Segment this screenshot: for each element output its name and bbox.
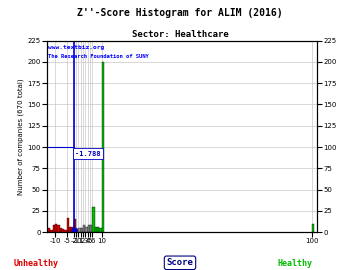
- Bar: [95, 227, 97, 232]
- Bar: [85, 227, 88, 232]
- Bar: [62, 229, 64, 232]
- Bar: [97, 227, 99, 232]
- Bar: [50, 230, 53, 232]
- Y-axis label: Number of companies (670 total): Number of companies (670 total): [18, 78, 24, 195]
- Text: -1.788: -1.788: [75, 150, 100, 157]
- Bar: [48, 228, 50, 232]
- Text: The Research Foundation of SUNY: The Research Foundation of SUNY: [48, 54, 148, 59]
- Bar: [90, 225, 93, 232]
- Bar: [69, 227, 71, 232]
- Bar: [99, 228, 102, 232]
- Text: Z''-Score Histogram for ALIM (2016): Z''-Score Histogram for ALIM (2016): [77, 8, 283, 18]
- Bar: [102, 62, 104, 232]
- Bar: [67, 218, 69, 232]
- Bar: [81, 228, 83, 232]
- Bar: [76, 229, 78, 232]
- Bar: [53, 225, 55, 232]
- Text: www.textbiz.org: www.textbiz.org: [48, 45, 104, 50]
- Bar: [55, 224, 57, 232]
- Text: Score: Score: [167, 258, 193, 267]
- Text: Unhealthy: Unhealthy: [14, 259, 58, 268]
- Bar: [71, 227, 74, 232]
- Bar: [78, 228, 81, 232]
- Text: Sector: Healthcare: Sector: Healthcare: [132, 30, 228, 39]
- Bar: [93, 207, 95, 232]
- Bar: [74, 219, 76, 232]
- Bar: [312, 224, 315, 232]
- Bar: [88, 225, 90, 232]
- Text: Healthy: Healthy: [278, 259, 313, 268]
- Bar: [60, 228, 62, 232]
- Bar: [57, 225, 60, 232]
- Bar: [64, 230, 67, 232]
- Bar: [83, 225, 85, 232]
